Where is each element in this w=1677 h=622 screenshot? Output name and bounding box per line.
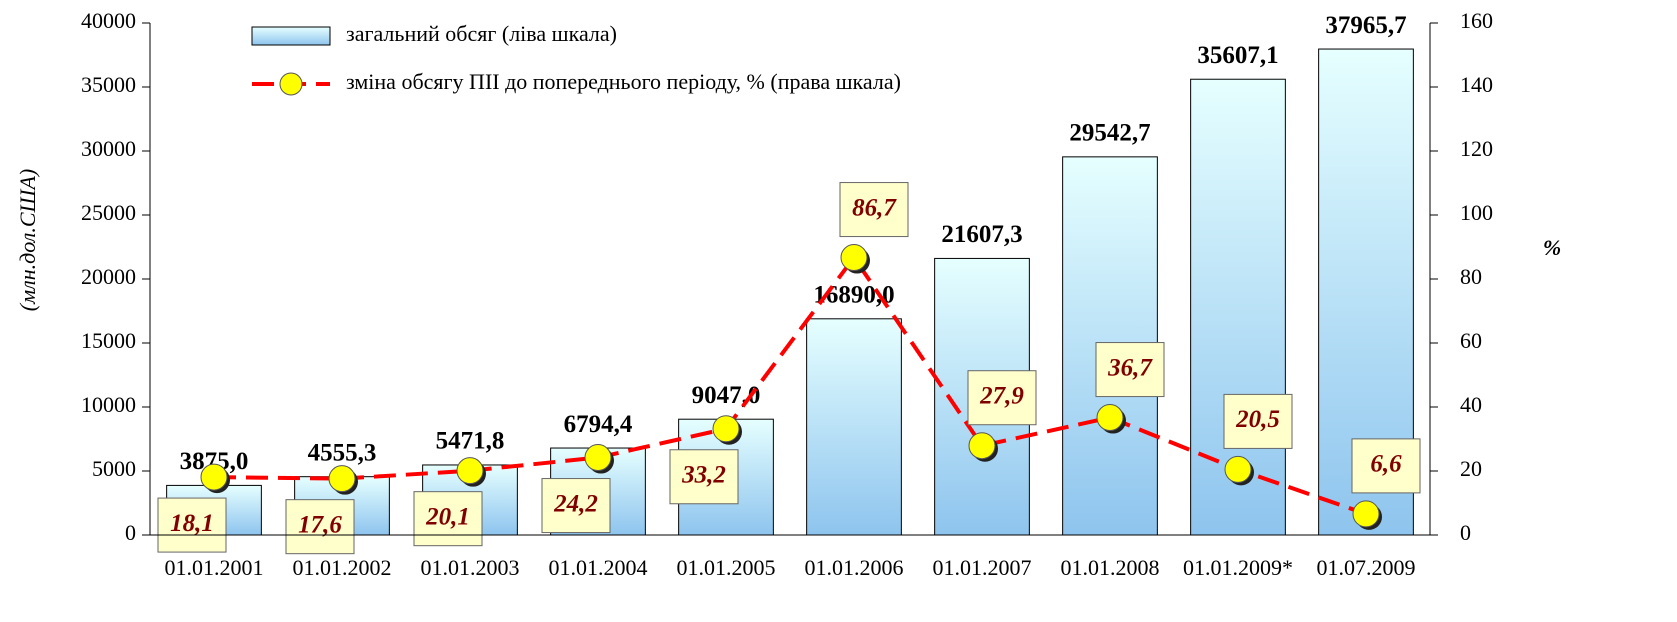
- y2-tick-label: 120: [1460, 136, 1493, 161]
- y2-tick-label: 0: [1460, 520, 1471, 545]
- x-tick-label: 01.01.2004: [549, 555, 648, 580]
- y2-tick-label: 40: [1460, 392, 1482, 417]
- line: [213, 254, 1367, 516]
- legend-marker: [279, 72, 303, 96]
- marker: [1352, 500, 1380, 528]
- x-tick-label: 01.01.2007: [933, 555, 1032, 580]
- bar-value-label: 37965,7: [1325, 12, 1406, 39]
- legend-label: загальний обсяг (ліва шкала): [346, 21, 617, 46]
- legend-label: зміна обсягу ПІІ до попереднього періоду…: [346, 69, 901, 94]
- line-value-label: 27,9: [979, 382, 1024, 409]
- label-box: [1223, 393, 1293, 449]
- marker: [968, 432, 996, 460]
- y-tick-label: 20000: [81, 264, 136, 289]
- marker: [328, 465, 356, 493]
- y2-tick-label: 60: [1460, 328, 1482, 353]
- marker: [456, 457, 484, 485]
- line-value-label: 24,2: [553, 490, 598, 517]
- x-tick-label: 01.01.2006: [805, 555, 904, 580]
- bar-value-label: 5471,8: [436, 428, 505, 455]
- line-value-label: 33,2: [681, 461, 726, 488]
- line-value-label: 6,6: [1370, 451, 1402, 478]
- y2-tick-label: 100: [1460, 200, 1493, 225]
- label-box: [157, 497, 227, 553]
- label-box: [413, 491, 483, 547]
- x-tick-label: 01.01.2002: [293, 555, 392, 580]
- label-box: [541, 478, 611, 534]
- line-value-label: 36,7: [1107, 354, 1153, 381]
- y-tick-label: 5000: [92, 456, 136, 481]
- x-tick-label: 01.01.2003: [421, 555, 520, 580]
- marker: [1224, 455, 1252, 483]
- x-tick-label: 01.07.2009: [1317, 555, 1416, 580]
- y-tick-label: 40000: [81, 8, 136, 33]
- y2-tick-label: 140: [1460, 72, 1493, 97]
- bar: [806, 318, 902, 536]
- y2-tick-label: 20: [1460, 456, 1482, 481]
- line-value-label: 17,6: [298, 511, 342, 538]
- line-value-label: 18,1: [170, 510, 214, 537]
- marker: [200, 463, 228, 491]
- bar-value-label: 29542,7: [1069, 120, 1150, 147]
- y-tick-label: 0: [125, 520, 136, 545]
- marker: [840, 244, 868, 272]
- y2-axis-label: %: [1543, 235, 1561, 260]
- marker: [584, 444, 612, 472]
- x-tick-label: 01.01.2008: [1061, 555, 1160, 580]
- x-tick-label: 01.01.2009*: [1183, 555, 1293, 580]
- bar-value-label: 6794,4: [564, 411, 633, 438]
- marker: [1096, 404, 1124, 432]
- y-tick-label: 35000: [81, 72, 136, 97]
- y-tick-label: 25000: [81, 200, 136, 225]
- label-box: [1095, 342, 1165, 398]
- line-value-label: 20,5: [1235, 406, 1280, 433]
- y-tick-label: 10000: [81, 392, 136, 417]
- line-value-label: 86,7: [852, 194, 897, 221]
- y-axis-label: (млн.дол.США): [15, 169, 40, 311]
- y-tick-label: 15000: [81, 328, 136, 353]
- bar-value-label: 35607,1: [1197, 42, 1278, 69]
- bar-value-label: 4555,3: [308, 439, 377, 466]
- y2-tick-label: 80: [1460, 264, 1482, 289]
- label-box: [285, 499, 355, 555]
- bar-value-label: 21607,3: [941, 221, 1022, 248]
- x-tick-label: 01.01.2001: [165, 555, 264, 580]
- x-tick-label: 01.01.2005: [677, 555, 776, 580]
- label-box: [967, 370, 1037, 426]
- label-box: [669, 449, 739, 505]
- y2-tick-label: 160: [1460, 8, 1493, 33]
- line-value-label: 20,1: [425, 503, 470, 530]
- legend-swatch: [251, 26, 331, 46]
- marker: [712, 415, 740, 443]
- label-box: [1351, 438, 1421, 494]
- label-box: [839, 182, 909, 238]
- y-tick-label: 30000: [81, 136, 136, 161]
